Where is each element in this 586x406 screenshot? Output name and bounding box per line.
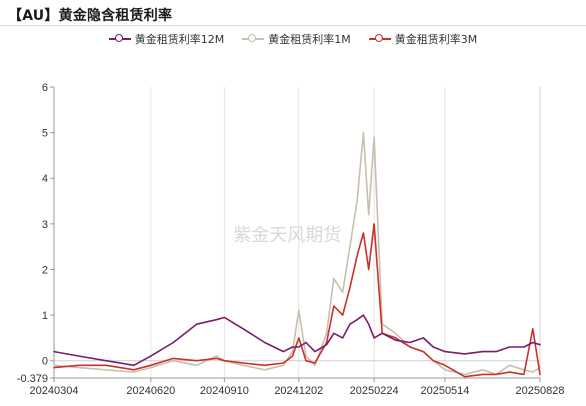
series-line-0 [53, 314, 541, 367]
title-divider [0, 25, 586, 26]
axes [50, 86, 541, 382]
x-tick-label-4: 20250224 [350, 385, 399, 397]
series-line-1 [53, 131, 541, 376]
y-tick-label-4: 2 [42, 264, 48, 276]
y-tick-label-1: 5 [42, 128, 48, 140]
series-lines [53, 131, 541, 378]
legend-item-12m[interactable]: 黄金租赁利率12M [108, 31, 225, 47]
legend-label-12m: 黄金租赁利率12M [134, 33, 225, 46]
y-tick-label-5: 1 [42, 310, 48, 322]
legend-marker-3m [368, 33, 391, 45]
series-line-2 [53, 223, 541, 378]
watermark: 紫金天风期货 [233, 225, 341, 246]
x-tick-label-3: 20241202 [274, 385, 323, 397]
y-tick-label-2: 4 [42, 173, 48, 185]
y-tick-label-7: -0.379 [17, 373, 48, 385]
x-tick-label-0: 20240304 [30, 385, 79, 397]
chart-title: 【AU】黄金隐含租赁利率 [8, 8, 173, 24]
legend-label-1m: 黄金租赁利率1M [268, 33, 351, 46]
x-tick-labels: 20240304 20240620 20240910 20241202 20250224… [30, 385, 565, 397]
x-tick-label-5: 20250514 [420, 385, 469, 397]
chart-legend: 黄金租赁利率12M 黄金租赁利率1M 黄金租赁利率3M [0, 31, 586, 47]
legend-label-3m: 黄金租赁利率3M [394, 33, 478, 46]
legend-item-1m[interactable]: 黄金租赁利率1M [242, 31, 351, 47]
x-tick-label-1: 20240620 [126, 385, 175, 397]
x-tick-label-2: 20240910 [200, 385, 249, 397]
y-tick-labels: 6 5 4 3 2 1 0 -0.379 [17, 82, 48, 385]
y-tick-label-0: 6 [42, 82, 48, 94]
legend-item-3m[interactable]: 黄金租赁利率3M [368, 31, 478, 47]
y-tick-label-3: 3 [42, 219, 48, 231]
y-tick-label-6: 0 [42, 356, 48, 368]
legend-marker-12m [108, 33, 131, 45]
legend-marker-1m [242, 33, 265, 45]
x-tick-label-6: 20250828 [516, 385, 565, 397]
